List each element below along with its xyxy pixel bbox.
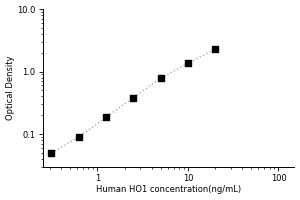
- Point: [76, 135, 81, 139]
- Point: [158, 77, 163, 80]
- Point: [103, 116, 108, 119]
- Point: [49, 151, 54, 154]
- Point: [213, 47, 218, 51]
- Point: [185, 62, 190, 65]
- X-axis label: Human HO1 concentration(ng/mL): Human HO1 concentration(ng/mL): [96, 185, 241, 194]
- Y-axis label: Optical Density: Optical Density: [6, 56, 15, 120]
- Point: [131, 96, 136, 99]
